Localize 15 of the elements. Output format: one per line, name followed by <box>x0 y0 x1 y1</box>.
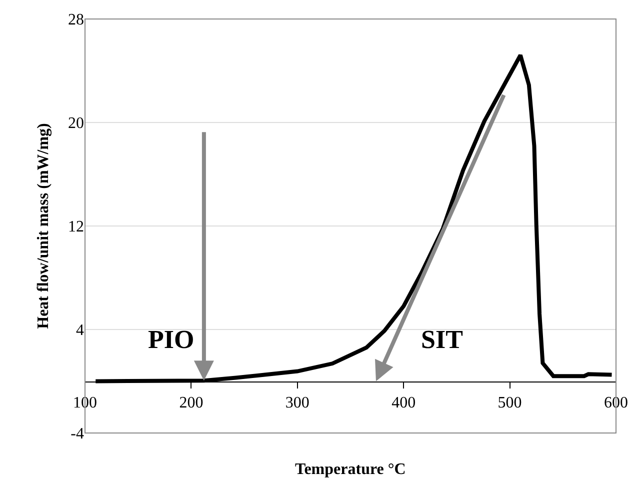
y-axis-title: Heat flow/unit mass (mW/mg) <box>34 123 52 329</box>
y-tick-label: 12 <box>68 218 84 236</box>
x-tick-label: 300 <box>285 394 310 412</box>
y-tick-label: 28 <box>68 12 84 29</box>
annotation: SIT <box>421 325 463 354</box>
y-tick-label: -4 <box>70 426 84 443</box>
annotation: PIO <box>148 325 194 354</box>
x-tick-label: 100 <box>73 394 97 412</box>
x-tick-label: 400 <box>392 394 416 412</box>
x-tick-label: 600 <box>604 394 628 412</box>
x-tick-label: 500 <box>498 394 522 412</box>
x-tick-label: 200 <box>179 394 204 412</box>
x-axis-title: Temperature °C <box>295 461 406 478</box>
y-tick-label: 4 <box>76 322 84 340</box>
y-tick-label: 20 <box>68 115 84 132</box>
